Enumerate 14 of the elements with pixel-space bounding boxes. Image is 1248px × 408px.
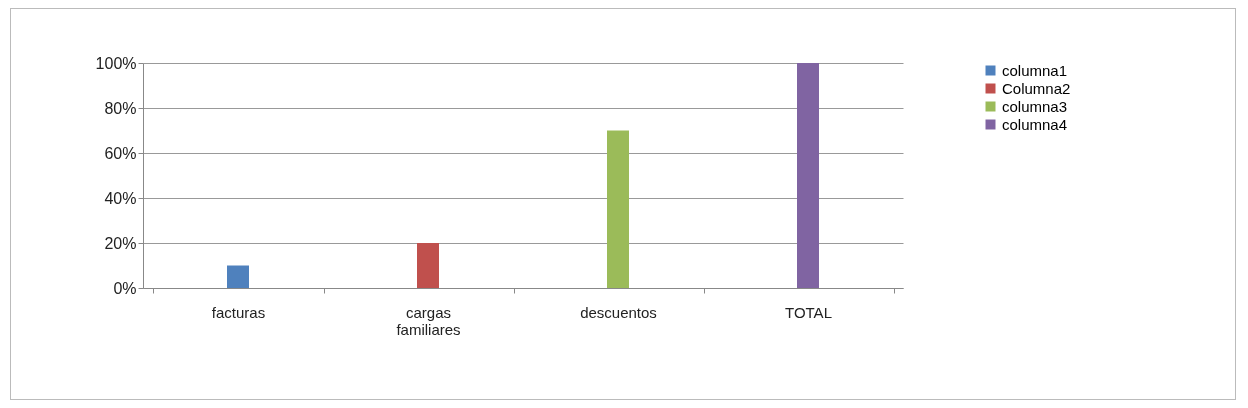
y-tick-label: 20% bbox=[104, 234, 137, 252]
legend-label: columna4 bbox=[1002, 115, 1068, 133]
legend-label: Columna2 bbox=[1002, 79, 1071, 97]
legend-label: columna3 bbox=[1002, 97, 1068, 115]
legend-label: columna1 bbox=[1002, 61, 1068, 79]
y-tick-label: 40% bbox=[104, 189, 137, 207]
y-tick-label: 100% bbox=[95, 54, 137, 72]
x-tick-label: TOTAL bbox=[785, 303, 832, 321]
x-tick-label: facturas bbox=[211, 303, 266, 321]
x-tick-label: descuentos bbox=[580, 303, 657, 321]
y-tick-label: 80% bbox=[104, 99, 137, 117]
y-tick-label: 0% bbox=[113, 279, 137, 297]
y-tick-label: 60% bbox=[104, 144, 137, 162]
x-tick-label: cargas familiares bbox=[396, 303, 461, 338]
